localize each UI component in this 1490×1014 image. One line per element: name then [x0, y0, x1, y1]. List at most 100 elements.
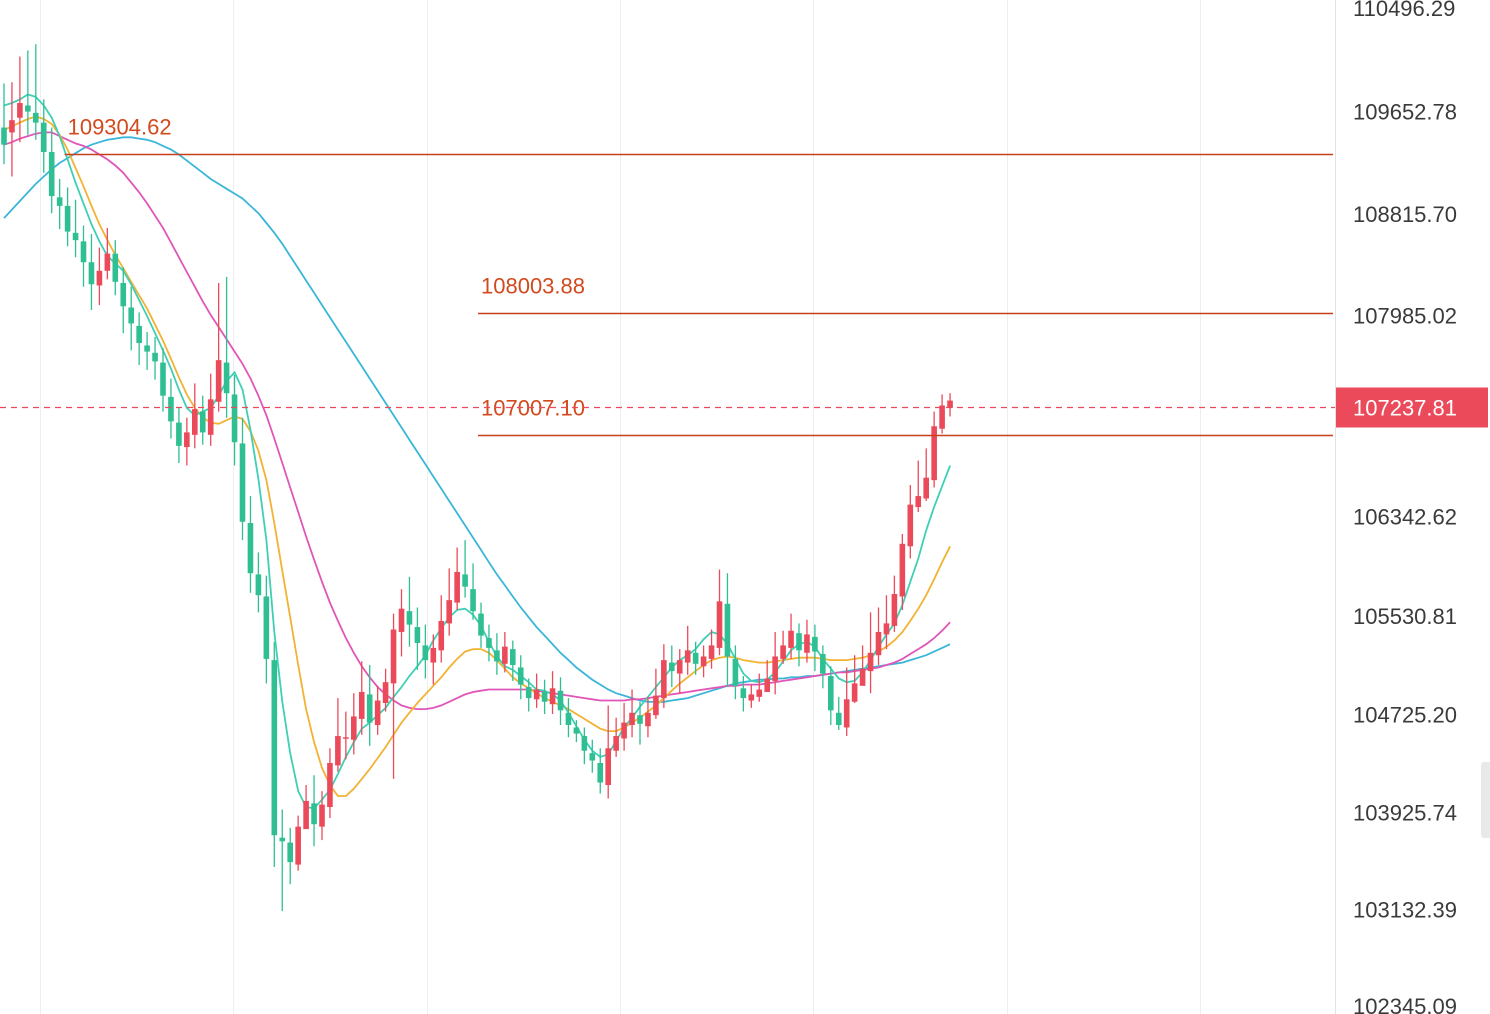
- candle: [136, 312, 142, 366]
- candle: [64, 187, 71, 247]
- candle-body: [812, 636, 818, 652]
- candle-body: [756, 689, 763, 697]
- candle-body: [192, 409, 198, 435]
- candle-body: [40, 122, 47, 153]
- candle-body: [422, 645, 429, 661]
- candle: [295, 815, 301, 871]
- candle-body: [96, 270, 103, 286]
- candle: [287, 827, 293, 885]
- candle-body: [517, 667, 524, 685]
- candle-body: [160, 362, 166, 396]
- candle: [517, 655, 524, 700]
- candle: [382, 668, 389, 712]
- candle: [605, 705, 611, 799]
- candle: [192, 383, 198, 449]
- candle: [223, 276, 230, 418]
- candle-body: [239, 443, 246, 522]
- scroll-handle[interactable]: [1481, 762, 1490, 838]
- candle: [780, 630, 786, 664]
- candle-body: [1, 127, 7, 145]
- candle: [915, 460, 922, 512]
- candle-body: [891, 594, 898, 626]
- candle: [88, 234, 95, 310]
- candle-body: [343, 737, 349, 739]
- candle: [462, 540, 468, 598]
- y-tick-label: 106342.62: [1353, 505, 1457, 530]
- candle: [740, 676, 747, 712]
- candle-body: [867, 652, 874, 672]
- candle: [128, 286, 134, 351]
- candle: [843, 667, 850, 737]
- candle-body: [661, 660, 667, 699]
- candle: [589, 739, 596, 773]
- candle: [438, 595, 445, 663]
- candle: [947, 393, 953, 417]
- candle-body: [605, 748, 611, 786]
- candle: [430, 634, 437, 685]
- candle-body: [772, 656, 778, 681]
- current-price-tag: [1336, 387, 1488, 428]
- candle-body: [613, 736, 619, 751]
- candle-body: [764, 678, 770, 692]
- candle-body: [915, 496, 922, 508]
- candle: [255, 552, 262, 613]
- candle-body: [589, 753, 596, 761]
- candle: [629, 689, 635, 738]
- candle-body: [120, 283, 127, 307]
- candle-body: [207, 399, 214, 435]
- candle: [454, 547, 460, 610]
- candle-body: [669, 662, 675, 672]
- candle: [867, 612, 874, 694]
- candle: [48, 127, 55, 214]
- price-axis[interactable]: 110496.29 109652.78 108815.70 107985.02 1063…: [1353, 0, 1457, 1014]
- candle: [875, 607, 882, 666]
- candle: [676, 649, 683, 694]
- candle-body: [820, 654, 826, 674]
- candle-body: [621, 722, 627, 739]
- candle-body: [645, 712, 651, 727]
- candle: [184, 417, 190, 466]
- candle-body: [327, 762, 333, 808]
- candle-body: [740, 688, 747, 699]
- candle: [80, 225, 87, 287]
- candle-body: [287, 842, 293, 863]
- y-tick-label: 108815.70: [1353, 202, 1457, 227]
- candle-body: [525, 687, 532, 699]
- candle-body: [899, 543, 906, 597]
- y-tick-label: 109652.78: [1353, 99, 1457, 124]
- candle-body: [804, 634, 810, 653]
- candle-body: [700, 656, 707, 667]
- candle-body: [335, 736, 341, 766]
- candle-body: [629, 712, 635, 726]
- current-price-marker: 107237.81: [0, 387, 1488, 428]
- candle: [263, 575, 270, 684]
- candle-body: [279, 837, 286, 842]
- candle: [486, 624, 492, 662]
- candle: [772, 631, 778, 695]
- candle: [510, 640, 516, 681]
- candle: [700, 645, 707, 678]
- candle: [366, 665, 373, 746]
- candle-body: [247, 523, 254, 574]
- candle: [279, 809, 286, 912]
- candle: [684, 625, 691, 675]
- candle: [17, 56, 23, 143]
- candle: [96, 247, 103, 306]
- candle: [565, 698, 572, 738]
- candle-body: [947, 400, 953, 408]
- candle: [414, 607, 421, 670]
- candle-body: [144, 345, 150, 352]
- candle-body: [923, 477, 929, 499]
- candle-body: [374, 700, 381, 726]
- candle: [859, 645, 866, 686]
- level-label: 108003.88: [481, 274, 585, 299]
- candle-body: [843, 699, 850, 728]
- candle-body: [48, 152, 55, 197]
- candle: [573, 720, 580, 743]
- candle: [820, 645, 826, 689]
- candle: [907, 485, 914, 559]
- candle: [168, 378, 174, 439]
- candle-body: [470, 589, 476, 612]
- candle-body: [859, 668, 866, 686]
